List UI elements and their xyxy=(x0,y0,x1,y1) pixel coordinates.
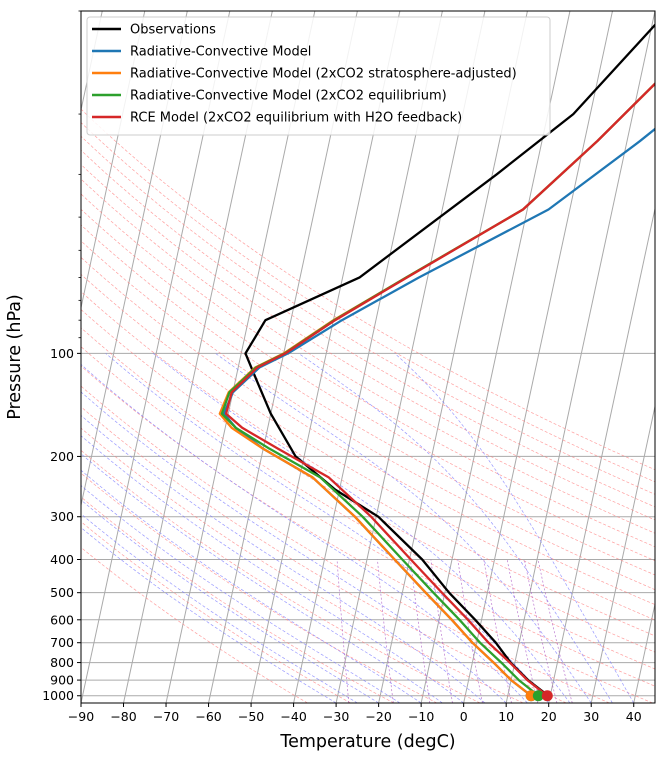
y-tick-label: 600 xyxy=(50,612,74,627)
dry-adiabat-line xyxy=(81,427,524,703)
x-tick-label: −10 xyxy=(408,709,434,724)
series-lines xyxy=(218,23,655,697)
x-tick-label: −60 xyxy=(195,709,221,724)
dry-adiabat-line xyxy=(81,256,655,605)
legend-entry-1: Radiative-Convective Model xyxy=(130,45,311,60)
series-line-4 xyxy=(224,82,655,697)
dry-adiabat-line xyxy=(81,178,655,534)
isotherm-line xyxy=(505,11,655,703)
moist-adiabat-line xyxy=(81,513,358,703)
x-tick-label: 10 xyxy=(498,709,514,724)
x-tick-label: −20 xyxy=(365,709,391,724)
x-tick-label: −70 xyxy=(153,709,179,724)
dry-adiabat-line xyxy=(81,273,655,621)
dry-adiabat-line xyxy=(81,385,610,703)
y-tick-label: 500 xyxy=(50,585,74,600)
moist-adiabat-line xyxy=(81,469,422,703)
mixing-ratio-line xyxy=(506,559,539,703)
y-tick-label: 800 xyxy=(50,655,74,670)
mixing-ratio-line xyxy=(410,559,431,703)
mixing-ratio-line xyxy=(457,559,483,703)
mixing-ratio-line xyxy=(430,559,453,703)
x-tick-label: 20 xyxy=(541,709,557,724)
dry-adiabat-line xyxy=(81,291,655,637)
x-tick-label: 30 xyxy=(583,709,599,724)
legend-entry-4: RCE Model (2xCO2 equilibrium with H2O fe… xyxy=(130,111,462,126)
isotherm-line xyxy=(548,206,655,703)
y-tick-label: 300 xyxy=(50,509,74,524)
moist-adiabat-line xyxy=(215,353,592,703)
series-line-1 xyxy=(222,127,655,697)
dry-adiabat-line xyxy=(81,240,655,591)
moist-adiabat-line xyxy=(81,435,464,703)
isotherm-line xyxy=(590,404,655,703)
dry-adiabat-line xyxy=(81,327,655,670)
x-tick-label: −50 xyxy=(238,709,264,724)
x-tick-label: −30 xyxy=(323,709,349,724)
surface-marker-3 xyxy=(532,690,544,702)
y-tick-label: 100 xyxy=(50,346,74,361)
moist-adiabat-line xyxy=(81,527,337,703)
x-tick-label: −90 xyxy=(68,709,94,724)
legend-entry-2: Radiative-Convective Model (2xCO2 strato… xyxy=(130,67,517,82)
x-axis-label: Temperature (degC) xyxy=(279,732,455,752)
moist-adiabat-line xyxy=(394,353,635,703)
dry-adiabat-line xyxy=(81,193,655,548)
moist-adiabat-line xyxy=(81,391,507,703)
plot-frame xyxy=(80,10,656,704)
moist-adiabat-line xyxy=(298,353,613,703)
mixing-ratio-line xyxy=(336,559,350,703)
dry-adiabat-line xyxy=(81,346,655,687)
mixing-ratio-line xyxy=(524,559,558,703)
x-tick-label: 40 xyxy=(626,709,642,724)
dry-adiabat-line xyxy=(81,521,351,703)
mixing-ratio-line xyxy=(537,559,573,703)
series-line-0 xyxy=(244,23,655,697)
mixing-ratio-line xyxy=(377,559,394,703)
mixing-ratio-line xyxy=(483,559,512,703)
legend-box xyxy=(86,16,551,136)
y-tick-label: 400 xyxy=(50,552,74,567)
x-tick-label: −40 xyxy=(280,709,306,724)
moist-adiabat-line xyxy=(81,453,443,703)
surface-marker-4 xyxy=(541,690,553,702)
dry-adiabat-line xyxy=(81,472,438,703)
dry-adiabat-line xyxy=(81,122,655,483)
moist-adiabat-line xyxy=(81,485,401,703)
legend-entry-0: Observations xyxy=(130,23,216,38)
y-tick-label: 1000 xyxy=(42,688,74,703)
x-tick-label: 0 xyxy=(460,709,468,724)
y-tick-label: 200 xyxy=(50,449,74,464)
moist-adiabat-line xyxy=(81,363,528,703)
surface-markers xyxy=(525,690,553,702)
isotherm-line xyxy=(633,601,655,703)
x-tick-label: −80 xyxy=(110,709,136,724)
y-tick-label: 700 xyxy=(50,635,74,650)
dry-adiabat-line xyxy=(81,208,655,562)
y-tick-label: 900 xyxy=(50,673,74,688)
legend-entry-3: Radiative-Convective Model (2xCO2 equili… xyxy=(130,89,447,104)
x-ticks: −90 −80 −70 −60 −50 −40 −30 −20 −10 0 10 20 30 40 xyxy=(68,703,642,724)
moist-adiabat-line xyxy=(81,414,486,703)
moist-adiabat-line xyxy=(152,353,571,703)
legend: Observations Radiative-Convective Model Ra… xyxy=(86,16,551,136)
y-axis-label: Pressure (hPa) xyxy=(5,294,25,420)
